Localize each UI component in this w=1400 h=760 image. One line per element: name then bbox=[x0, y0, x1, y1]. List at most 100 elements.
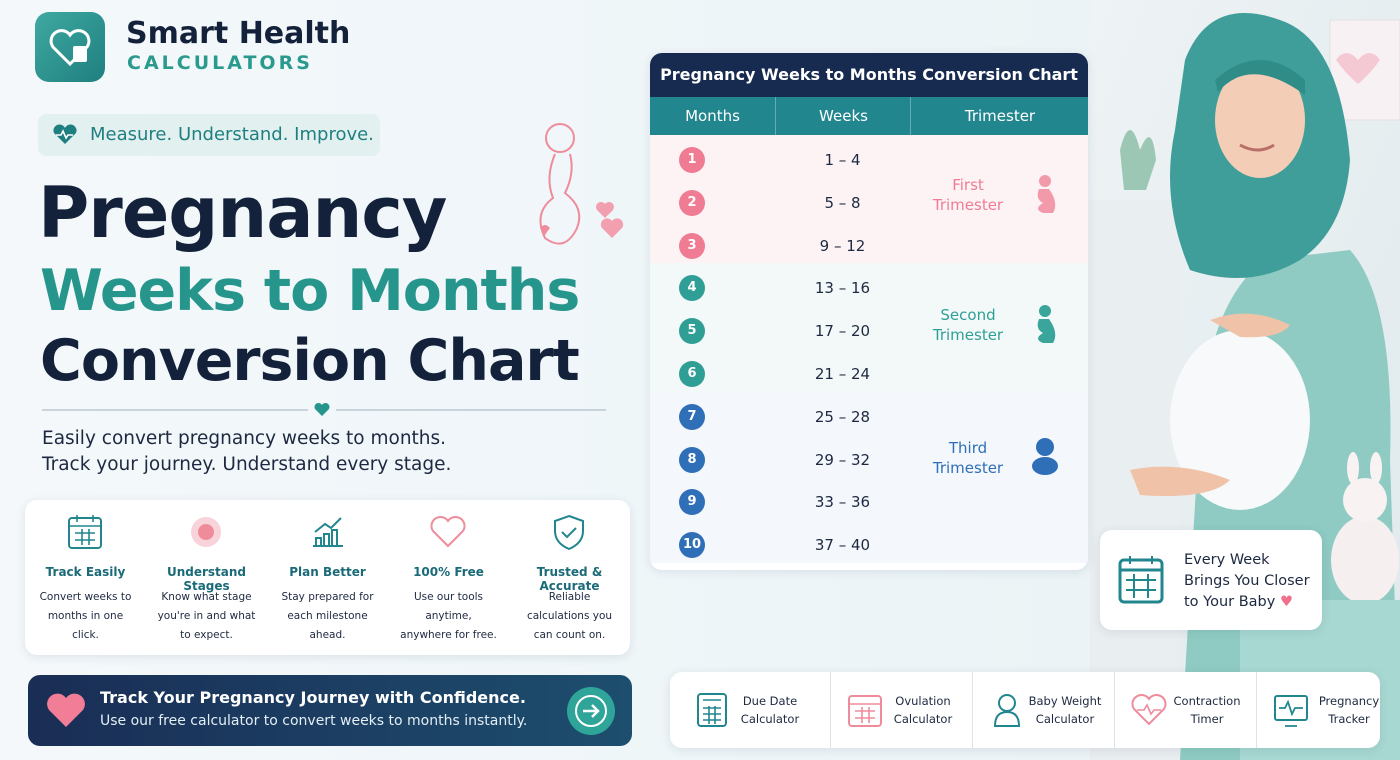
feature-title: Track Easily bbox=[45, 565, 126, 579]
tool-icon-svg bbox=[697, 693, 727, 727]
heart-icon bbox=[47, 693, 85, 727]
feature-title: Plan Better bbox=[289, 565, 366, 579]
weeks-range: 5 – 8 bbox=[824, 193, 861, 212]
callout-text: Every Week Brings You Closer to Your Bab… bbox=[1184, 550, 1314, 613]
tool-icon bbox=[987, 690, 1027, 730]
feature: Trusted & Accurate Reliable calculations … bbox=[509, 500, 630, 655]
month-number: 9 bbox=[679, 489, 705, 516]
tool-label: Due Date Calculator bbox=[740, 694, 800, 726]
feature-title: 100% Free bbox=[413, 565, 484, 579]
month-number: 5 bbox=[679, 318, 705, 345]
tool-link[interactable]: Due Date Calculator bbox=[688, 672, 824, 748]
tool-icon-svg bbox=[1274, 695, 1308, 727]
photo bbox=[1090, 0, 1400, 760]
feature: 100% Free Use our tools anytime, anywhere… bbox=[388, 500, 509, 655]
month-number: 4 bbox=[679, 275, 705, 302]
feature-text: Convert weeks to months in one click. bbox=[39, 591, 132, 641]
trimester-band bbox=[650, 135, 1088, 264]
tool-icon-svg bbox=[993, 694, 1021, 727]
feature: Understand Stages Know what stage you're … bbox=[146, 500, 267, 655]
trimester-icon-svg bbox=[1032, 438, 1058, 475]
feature-icon bbox=[65, 512, 105, 556]
month-number: 10 bbox=[679, 532, 705, 559]
brand-name: Smart Health bbox=[126, 16, 351, 51]
trimester-band bbox=[650, 391, 1088, 563]
title-line: Weeks to Months bbox=[40, 258, 580, 324]
heart-pulse-icon bbox=[53, 124, 77, 144]
month-number: 6 bbox=[679, 361, 705, 387]
month-number: 1 bbox=[679, 147, 705, 173]
column-header: Weeks bbox=[775, 97, 911, 135]
feature-icon-svg bbox=[68, 515, 102, 549]
feature-icon bbox=[307, 512, 347, 556]
feature: Plan Better Stay prepared for each milest… bbox=[267, 500, 388, 655]
weeks-range: 9 – 12 bbox=[819, 236, 866, 255]
weeks-range: 13 – 16 bbox=[814, 279, 871, 298]
trimester-icon bbox=[1025, 303, 1065, 347]
column-header: Trimester bbox=[910, 97, 1088, 135]
month-number: 7 bbox=[679, 403, 705, 430]
divider bbox=[42, 402, 606, 416]
tool-icon-svg bbox=[1131, 694, 1167, 726]
trimester-band bbox=[650, 263, 1088, 392]
table-header bbox=[650, 97, 1088, 135]
trimester-label: Second Trimester bbox=[932, 306, 1004, 344]
tool-link[interactable]: Contraction Timer bbox=[1114, 672, 1251, 748]
trimester-icon bbox=[1025, 173, 1065, 217]
logo-icon bbox=[49, 29, 91, 67]
title-line: Conversion Chart bbox=[40, 328, 580, 394]
weeks-range: 17 – 20 bbox=[814, 322, 871, 341]
tool-icon-svg bbox=[848, 695, 882, 727]
tool-link[interactable]: Baby Weight Calculator bbox=[972, 672, 1109, 748]
tool-label: Baby Weight Calculator bbox=[1028, 694, 1102, 726]
feature-title: Trusted & Accurate bbox=[536, 565, 603, 593]
trimester-icon-svg bbox=[1037, 305, 1056, 343]
trimester-icon-svg bbox=[1037, 175, 1056, 213]
tool-icon bbox=[692, 690, 732, 730]
weeks-range: 29 – 32 bbox=[814, 450, 871, 469]
features-card: Track Easily Convert weeks to months in o… bbox=[25, 500, 630, 655]
tool-icon bbox=[1129, 690, 1169, 730]
column-header: Months bbox=[685, 107, 740, 125]
tool-label: Ovulation Calculator bbox=[893, 694, 953, 726]
weeks-range: 33 – 36 bbox=[814, 493, 871, 512]
cta-banner: Track Your Pregnancy Journey with Confid… bbox=[28, 675, 632, 746]
feature-icon bbox=[428, 512, 468, 556]
tool-link[interactable]: Pregnancy Tracker bbox=[1256, 672, 1393, 748]
feature-icon-svg bbox=[554, 514, 584, 551]
heart-icon: ♥ bbox=[1279, 594, 1293, 610]
tagline: Measure. Understand. Improve. bbox=[90, 124, 374, 145]
feature-text: Reliable calculations you can count on. bbox=[526, 591, 613, 641]
weeks-range: 37 – 40 bbox=[814, 536, 871, 555]
intro-line: Easily convert pregnancy weeks to months… bbox=[42, 428, 447, 449]
callout-card: Every Week Brings You Closer to Your Bab… bbox=[1100, 530, 1322, 630]
tools-bar: Due Date Calculator Ovulation Calculator B… bbox=[670, 672, 1380, 748]
feature: Track Easily Convert weeks to months in o… bbox=[25, 500, 146, 655]
calendar-icon bbox=[1118, 556, 1164, 604]
month-number: 8 bbox=[679, 446, 705, 473]
tool-link[interactable]: Ovulation Calculator bbox=[830, 672, 967, 748]
cta-text: Use our free calculator to convert weeks… bbox=[100, 713, 528, 729]
trimester-icon bbox=[1025, 436, 1065, 480]
feature-icon bbox=[186, 512, 226, 556]
weeks-range: 1 – 4 bbox=[824, 151, 861, 169]
weeks-range: 21 – 24 bbox=[814, 365, 871, 383]
logo bbox=[35, 12, 105, 82]
feature-text: Know what stage you're in and what to ex… bbox=[157, 591, 256, 641]
tool-label: Pregnancy Tracker bbox=[1318, 694, 1380, 726]
table-title-bar: Pregnancy Weeks to Months Conversion Cha… bbox=[650, 53, 1088, 97]
feature-title: Understand Stages bbox=[166, 565, 247, 593]
pregnancy-illustration bbox=[539, 123, 624, 245]
conversion-table: Pregnancy Weeks to Months Conversion Cha… bbox=[650, 53, 1088, 570]
cta-button[interactable] bbox=[566, 686, 616, 736]
feature-icon-svg bbox=[191, 517, 221, 547]
tagline-pill: Measure. Understand. Improve. bbox=[38, 114, 380, 156]
table-title: Pregnancy Weeks to Months Conversion Cha… bbox=[660, 65, 1078, 84]
tool-icon bbox=[845, 690, 885, 730]
feature-icon bbox=[549, 512, 589, 556]
tool-label: Contraction Timer bbox=[1173, 694, 1241, 726]
feature-text: Stay prepared for each milestone ahead. bbox=[281, 591, 374, 641]
month-number: 3 bbox=[679, 232, 705, 259]
feature-icon-svg bbox=[313, 517, 343, 547]
